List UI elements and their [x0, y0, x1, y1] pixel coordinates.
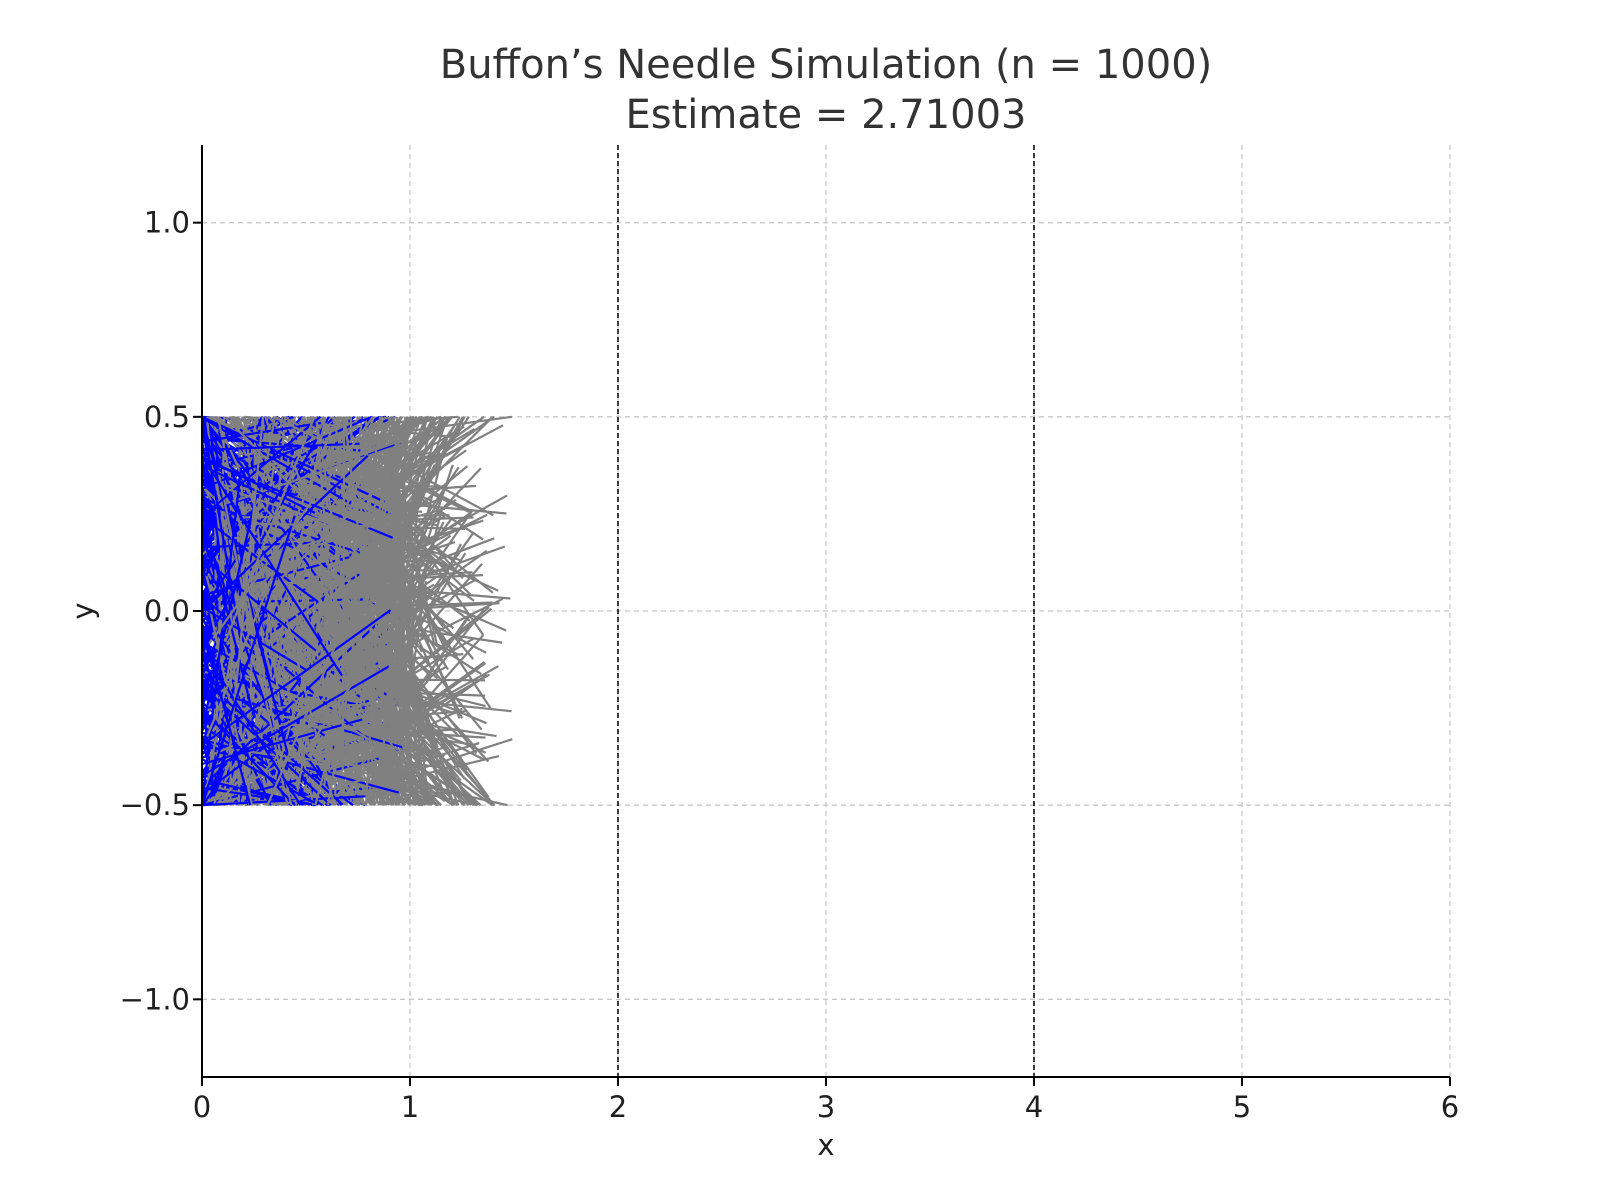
needles — [202, 417, 512, 805]
x-tick-label: 4 — [1025, 1090, 1043, 1124]
y-tick-label: 1.0 — [144, 206, 190, 240]
y-tick-label: −0.5 — [120, 788, 190, 822]
chart-subtitle: Estimate = 2.71003 — [625, 92, 1026, 138]
y-tick-label: −1.0 — [120, 982, 190, 1016]
y-tick-label: 0.5 — [144, 400, 190, 434]
chart-title: Buffon’s Needle Simulation (n = 1000) — [440, 42, 1213, 88]
x-tick-label: 2 — [609, 1090, 627, 1124]
x-tick-label: 0 — [193, 1090, 211, 1124]
y-tick-label: 0.0 — [144, 594, 190, 628]
x-axis-label: x — [817, 1128, 834, 1162]
x-tick-label: 6 — [1441, 1090, 1459, 1124]
x-tick-label: 5 — [1233, 1090, 1251, 1124]
x-tick-label: 1 — [401, 1090, 419, 1124]
x-tick-label: 3 — [817, 1090, 835, 1124]
needle — [343, 417, 345, 770]
y-axis-label: y — [66, 602, 100, 619]
